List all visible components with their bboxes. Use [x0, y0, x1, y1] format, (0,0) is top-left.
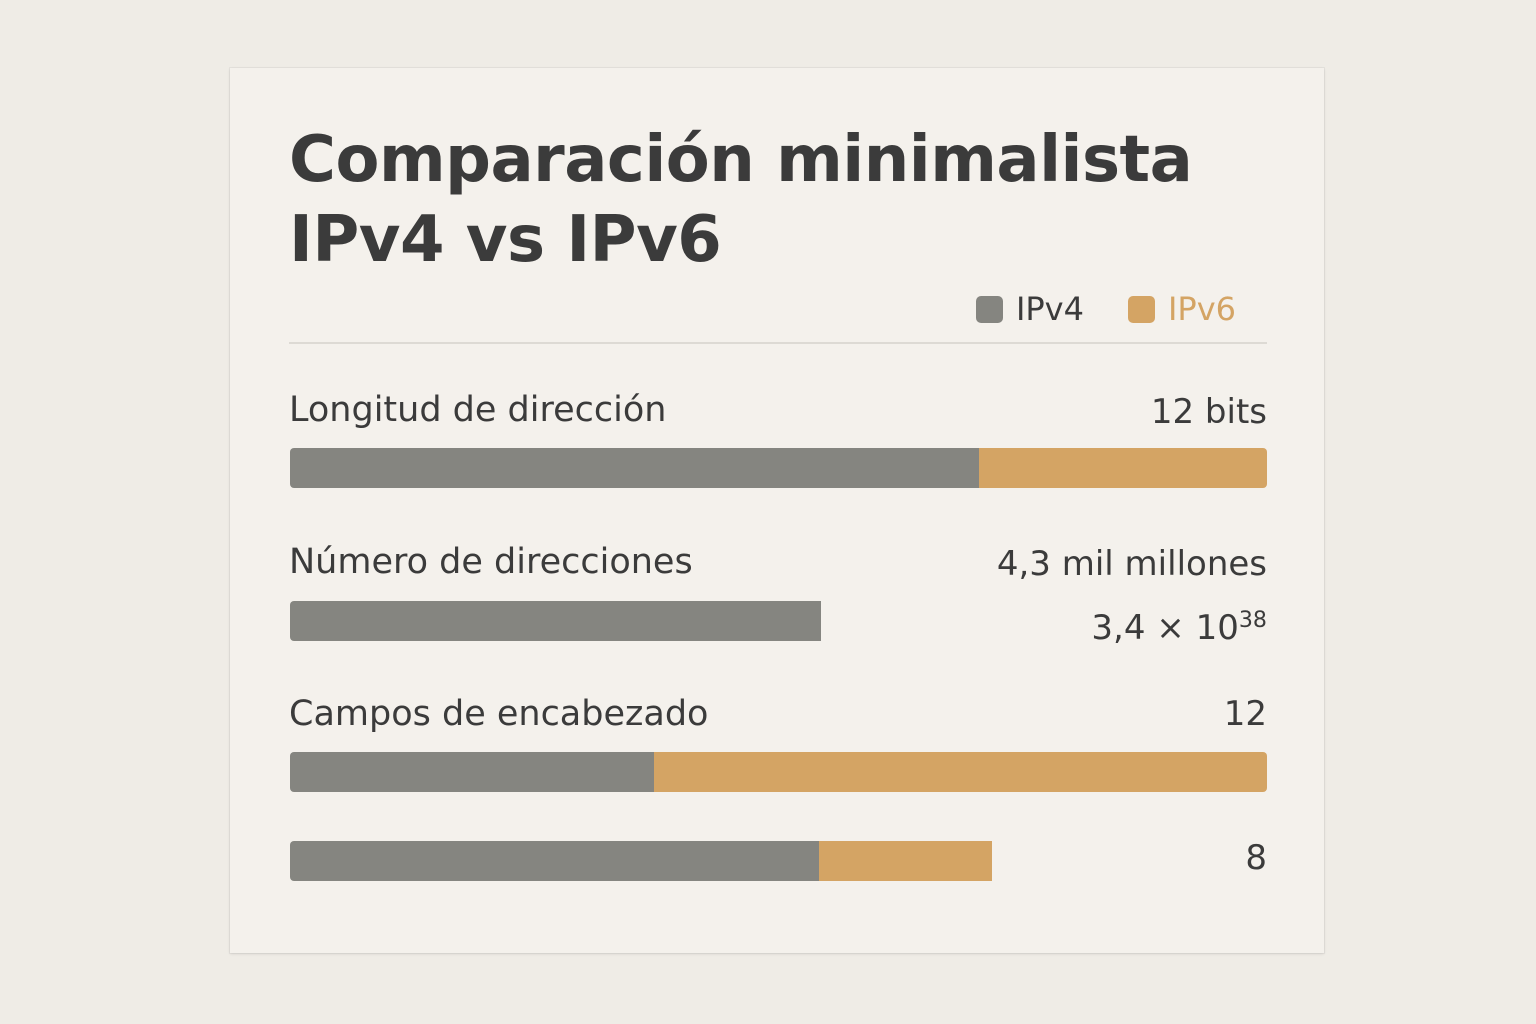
bar-segment-ipv4: [290, 601, 821, 641]
chart-card: Comparación minimalista IPv4 vs IPv6 IPv…: [230, 68, 1324, 953]
row-value-address-count: 4,3 mil millones: [996, 544, 1267, 584]
row-label-address-count: Número de direcciones: [289, 542, 693, 582]
sci-exponent: 38: [1238, 607, 1267, 633]
divider: [289, 342, 1267, 344]
title-line-1: Comparación minimalista: [289, 123, 1193, 197]
chart-title: Comparación minimalista IPv4 vs IPv6: [289, 120, 1193, 280]
row-value-address-length: 12 bits: [1150, 392, 1267, 432]
sci-base: 3,4 × 10: [1091, 608, 1239, 649]
bar-segment-ipv4: [290, 448, 979, 488]
bar-row-4: [290, 841, 1267, 881]
row-label-address-length: Longitud de dirección: [289, 390, 667, 430]
legend-label-ipv6: IPv6: [1167, 290, 1236, 328]
row-value-address-count-ipv6: 3,4 × 1038: [1091, 600, 1267, 648]
legend: IPv4 IPv6: [975, 290, 1236, 328]
row-value-header-fields: 12: [1223, 694, 1267, 734]
bar-address-length: [290, 448, 1267, 488]
bar-segment-ipv4: [290, 841, 819, 881]
row-label-header-fields: Campos de encabezado: [289, 694, 709, 734]
row-value-4: 8: [1245, 838, 1267, 878]
bar-address-count: [290, 601, 1267, 641]
legend-label-ipv4: IPv4: [1015, 290, 1084, 328]
legend-swatch-ipv4: [975, 295, 1003, 323]
bar-segment-ipv6: [819, 841, 992, 881]
bar-segment-ipv4: [290, 752, 654, 792]
bar-header-fields: [290, 752, 1267, 792]
bar-segment-ipv6: [979, 448, 1267, 488]
bar-segment-ipv6: [654, 752, 1267, 792]
legend-item-ipv4: IPv4: [975, 290, 1084, 328]
title-line-2: IPv4 vs IPv6: [289, 203, 722, 277]
legend-swatch-ipv6: [1127, 295, 1155, 323]
legend-item-ipv6: IPv6: [1127, 290, 1236, 328]
